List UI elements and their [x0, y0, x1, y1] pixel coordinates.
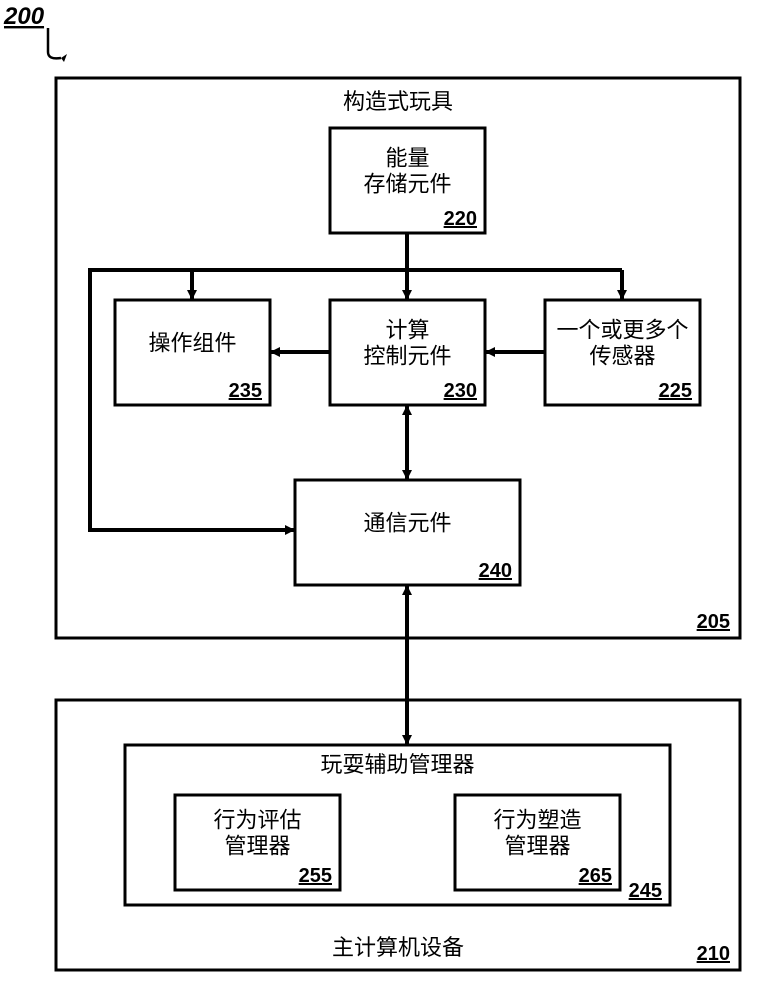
- box-line: 行为塑造: [493, 808, 581, 833]
- box-line: 管理器: [504, 834, 570, 859]
- box-ref: 265: [579, 865, 612, 887]
- figure-ref: 200: [3, 3, 45, 30]
- box-line: 一个或更多个: [556, 318, 688, 343]
- container-title: 主计算机设备: [332, 935, 464, 960]
- box-ref: 225: [659, 380, 692, 402]
- box-line: 通信元件: [363, 511, 451, 536]
- container-ref: 210: [697, 943, 730, 965]
- container-ref: 205: [697, 611, 730, 633]
- box-ref: 255: [299, 865, 332, 887]
- box-line: 传感器: [589, 344, 655, 369]
- box-compute: 计算控制元件 230: [330, 300, 485, 405]
- box-line: 行为评估: [213, 808, 301, 833]
- box-line: 管理器: [224, 834, 290, 859]
- container-title: 构造式玩具: [343, 89, 453, 114]
- box-line: 操作组件: [148, 331, 236, 356]
- box-line: 控制元件: [363, 344, 451, 369]
- box-line: 计算: [385, 318, 429, 343]
- box-ref: 235: [229, 380, 262, 402]
- box-line: 存储元件: [363, 172, 451, 197]
- box-ref: 220: [444, 208, 477, 230]
- box-ref: 240: [479, 560, 512, 582]
- box-comm: 通信元件 240: [295, 480, 520, 585]
- box-ref: 245: [629, 880, 662, 902]
- box-shape: 行为塑造管理器 265: [455, 795, 620, 890]
- box-sensors: 一个或更多个传感器225: [545, 300, 700, 405]
- box-eval: 行为评估管理器 255: [175, 795, 340, 890]
- box-title: 玩耍辅助管理器: [320, 752, 474, 777]
- box-energy: 能量存储元件 220: [330, 128, 485, 233]
- box-ref: 230: [444, 380, 477, 402]
- box-oper: 操作组件 235: [115, 300, 270, 405]
- box-line: 能量: [385, 146, 429, 171]
